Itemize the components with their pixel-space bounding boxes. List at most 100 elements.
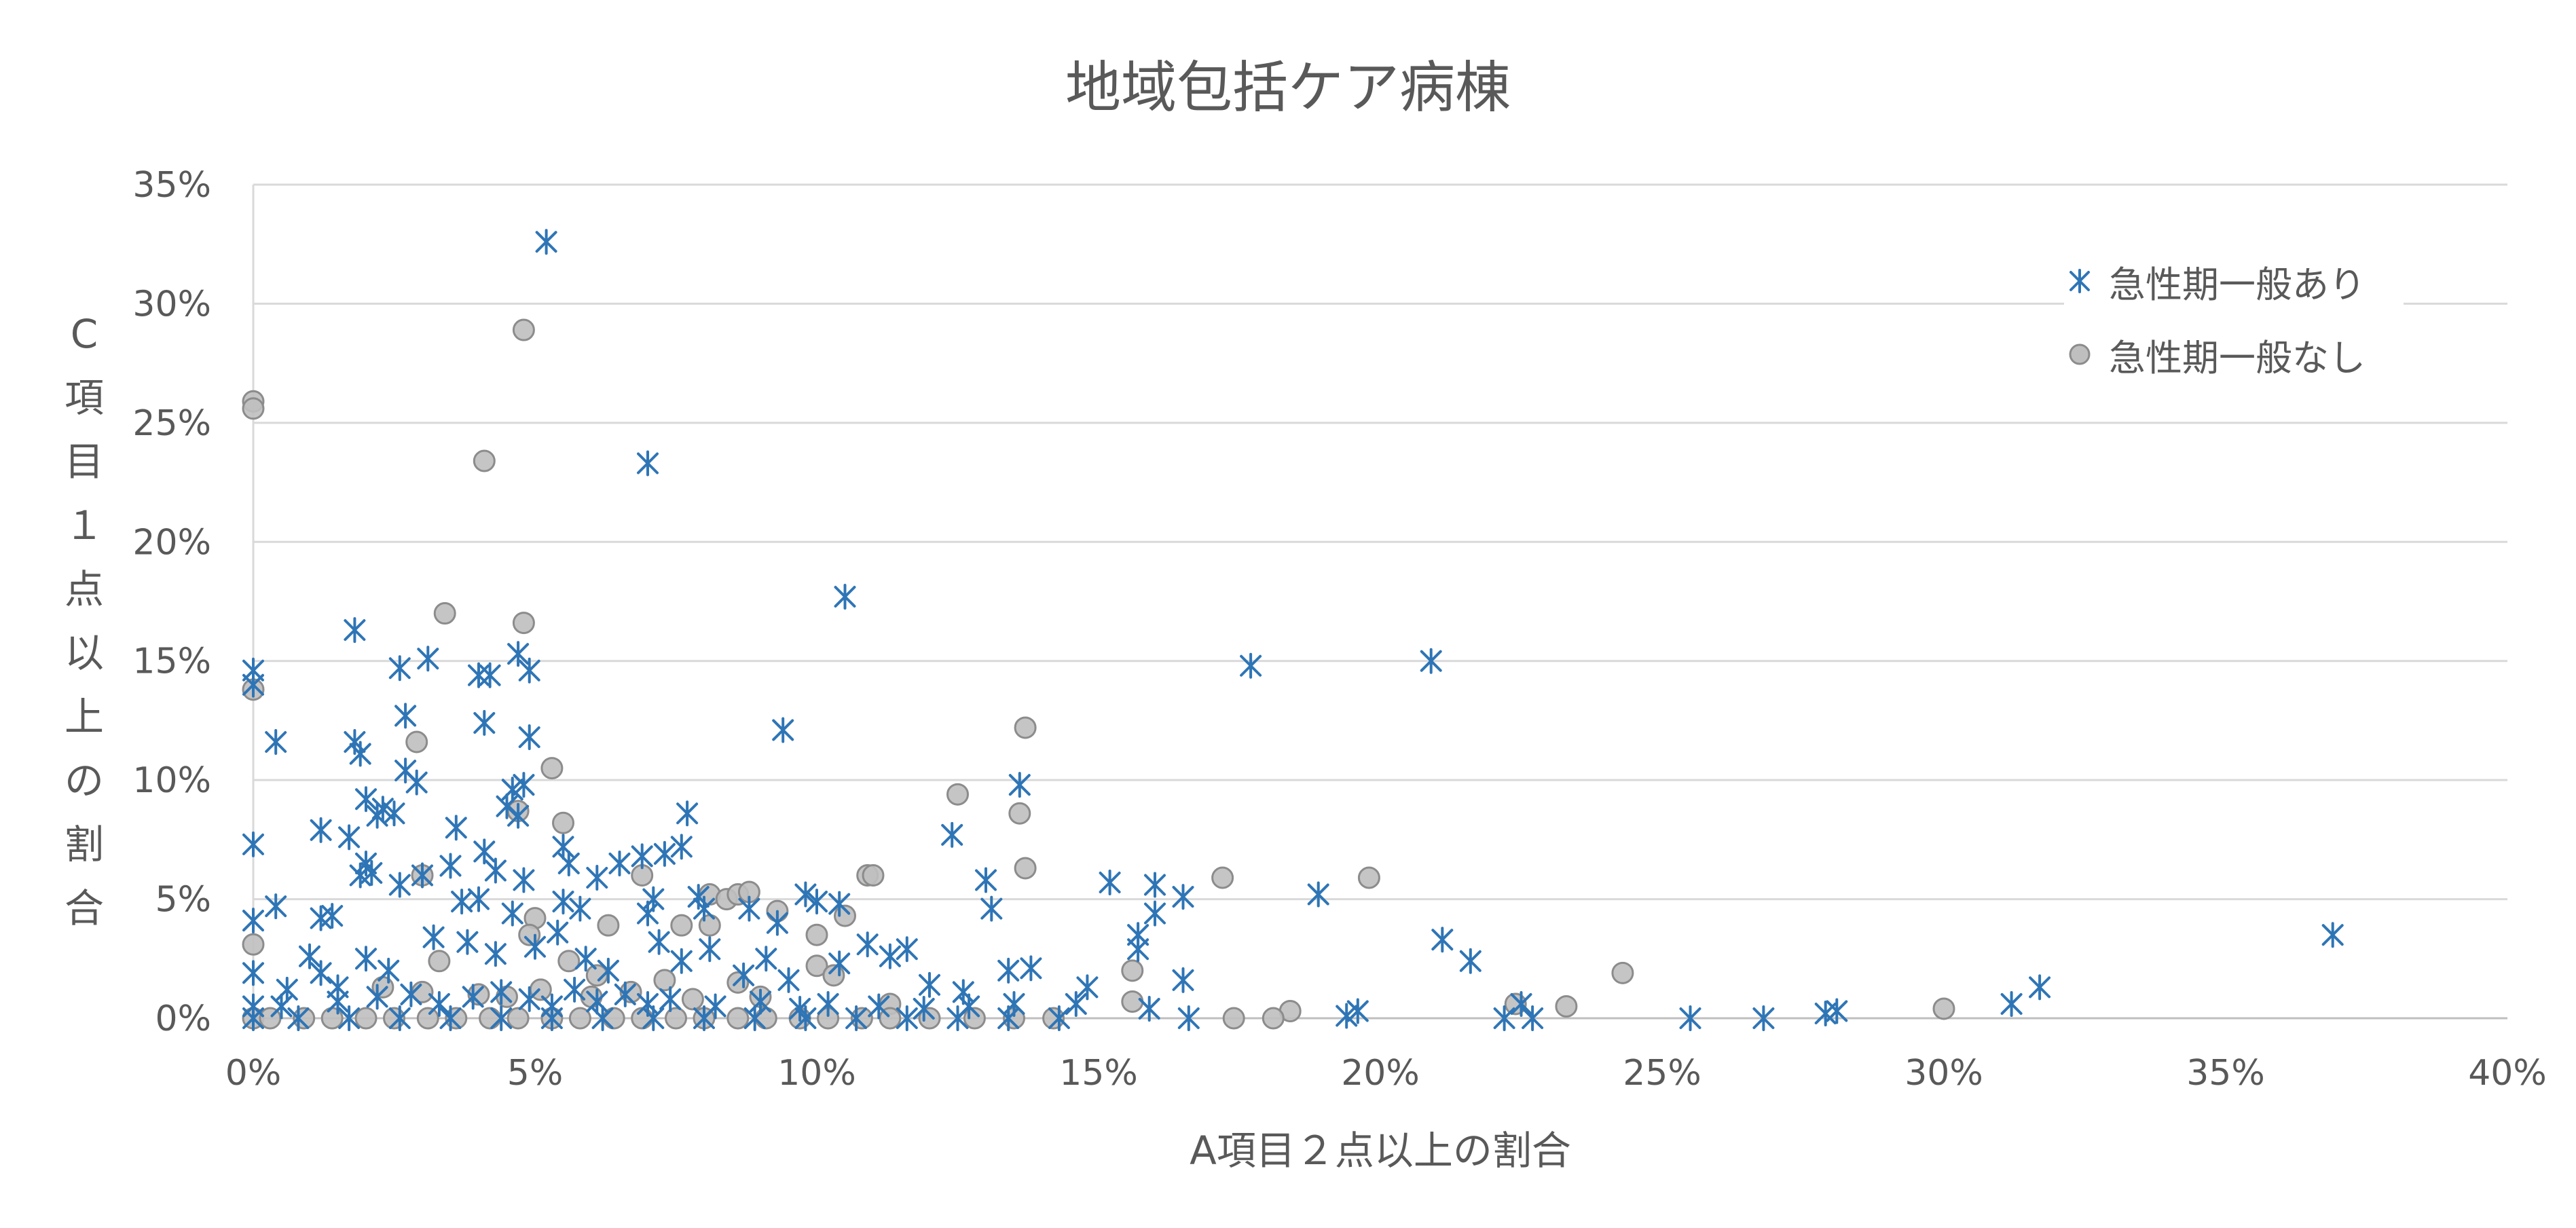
data-point-no-acute bbox=[552, 811, 574, 834]
data-point-no-acute bbox=[242, 933, 265, 956]
legend: 急性期一般あり 急性期一般なし bbox=[2064, 244, 2404, 391]
data-point-acute bbox=[699, 936, 721, 963]
data-point-acute bbox=[366, 984, 388, 1010]
data-point-acute bbox=[524, 933, 546, 960]
data-point-acute bbox=[349, 741, 371, 767]
data-point-no-acute bbox=[946, 783, 969, 806]
data-point-acute bbox=[518, 986, 540, 1012]
data-point-acute bbox=[896, 936, 918, 963]
data-point-acute bbox=[355, 946, 377, 972]
data-point-acute bbox=[1020, 955, 1042, 982]
x-tick-label: 20% bbox=[1341, 1053, 1420, 1094]
data-point-acute bbox=[1431, 927, 1454, 953]
data-point-acute bbox=[338, 1005, 361, 1031]
data-point-no-acute bbox=[320, 1007, 344, 1030]
data-point-acute bbox=[366, 802, 388, 829]
data-point-acute bbox=[828, 891, 851, 917]
x-tick-label: 10% bbox=[777, 1053, 856, 1094]
data-point-acute bbox=[794, 881, 817, 908]
data-point-acute bbox=[462, 984, 484, 1010]
data-point-acute bbox=[400, 981, 422, 1007]
data-point-no-acute bbox=[1211, 866, 1234, 889]
data-point-no-acute bbox=[557, 950, 581, 973]
data-point-acute bbox=[484, 941, 507, 967]
data-point-no-acute bbox=[1008, 802, 1031, 825]
legend-label-no-acute: 急性期一般なし bbox=[2109, 336, 2366, 379]
data-point-acute bbox=[378, 957, 400, 984]
data-point-acute bbox=[794, 1005, 817, 1031]
data-point-acute bbox=[1307, 881, 1329, 908]
data-point-acute bbox=[388, 655, 411, 682]
x-tick-label: 15% bbox=[1059, 1053, 1138, 1094]
data-point-acute bbox=[856, 931, 879, 958]
data-point-acute bbox=[817, 990, 839, 1017]
data-point-acute bbox=[394, 758, 417, 784]
data-point-acute bbox=[1138, 995, 1160, 1022]
data-point-acute bbox=[997, 1005, 1020, 1031]
data-point-no-acute bbox=[428, 950, 451, 973]
x-tick-label: 0% bbox=[225, 1053, 282, 1094]
data-point-acute bbox=[1177, 1005, 1200, 1031]
data-point-acute bbox=[513, 772, 535, 798]
data-point-no-acute bbox=[512, 318, 535, 341]
data-point-acute bbox=[1172, 967, 1194, 993]
data-point-acute bbox=[518, 724, 540, 750]
data-point-acute bbox=[513, 867, 535, 893]
data-point-acute bbox=[299, 943, 320, 969]
data-point-acute bbox=[265, 893, 287, 920]
data-point-acute bbox=[653, 840, 676, 867]
data-point-acute bbox=[564, 976, 586, 1003]
data-point-acute bbox=[975, 867, 997, 893]
data-point-acute bbox=[479, 662, 501, 688]
data-point-acute bbox=[693, 895, 715, 922]
series-acute-points bbox=[242, 229, 2344, 1031]
data-point-acute bbox=[637, 450, 659, 477]
data-point-no-acute bbox=[1121, 959, 1144, 982]
data-point-acute bbox=[597, 957, 619, 984]
data-point-acute bbox=[428, 990, 450, 1017]
y-tick-label: 15% bbox=[132, 641, 211, 682]
x-tick-label: 30% bbox=[1905, 1053, 1983, 1094]
data-point-acute bbox=[2029, 974, 2051, 1001]
data-point-no-acute bbox=[862, 863, 885, 887]
data-point-acute bbox=[242, 908, 264, 934]
data-point-acute bbox=[896, 1005, 918, 1031]
data-point-acute bbox=[1048, 1005, 1070, 1031]
data-point-no-acute bbox=[512, 612, 535, 635]
data-point-acute bbox=[490, 979, 513, 1005]
data-point-no-acute bbox=[805, 923, 828, 946]
data-point-acute bbox=[310, 817, 332, 843]
data-point-acute bbox=[547, 919, 569, 946]
data-point-acute bbox=[586, 864, 608, 891]
data-point-acute bbox=[845, 1005, 868, 1031]
data-point-acute bbox=[670, 834, 693, 860]
data-point-acute bbox=[693, 1005, 715, 1031]
data-point-no-acute bbox=[805, 954, 828, 978]
data-point-acute bbox=[997, 957, 1020, 984]
data-point-acute bbox=[637, 900, 659, 927]
data-point-acute bbox=[879, 943, 901, 969]
data-point-acute bbox=[1346, 998, 1369, 1024]
data-point-no-acute bbox=[540, 757, 564, 780]
data-point-no-acute bbox=[726, 1007, 750, 1030]
legend-asterisk-marker bbox=[2069, 269, 2090, 293]
data-point-acute bbox=[310, 960, 332, 986]
series-no-acute-points bbox=[242, 318, 1955, 1030]
data-point-acute bbox=[1144, 872, 1166, 898]
data-point-acute bbox=[1240, 652, 1262, 679]
y-tick-label: 10% bbox=[132, 760, 211, 801]
data-point-acute bbox=[1752, 1005, 1775, 1031]
data-point-acute bbox=[608, 850, 631, 876]
data-point-acute bbox=[338, 824, 361, 851]
data-point-acute bbox=[1493, 1005, 1515, 1031]
data-point-acute bbox=[1065, 990, 1087, 1017]
data-point-acute bbox=[1420, 648, 1442, 674]
data-point-acute bbox=[755, 946, 777, 972]
data-point-no-acute bbox=[1014, 857, 1037, 880]
tick-labels: 0% 5% 10% 15% 20% 25% 30% 35% 0% 5% 10% 15% 20% 25% 30… bbox=[132, 165, 2546, 1094]
data-point-acute bbox=[1336, 1003, 1358, 1029]
data-point-acute bbox=[670, 948, 693, 974]
data-point-no-acute bbox=[1555, 994, 1578, 1018]
data-point-acute bbox=[507, 802, 530, 829]
data-point-acute bbox=[439, 853, 462, 879]
